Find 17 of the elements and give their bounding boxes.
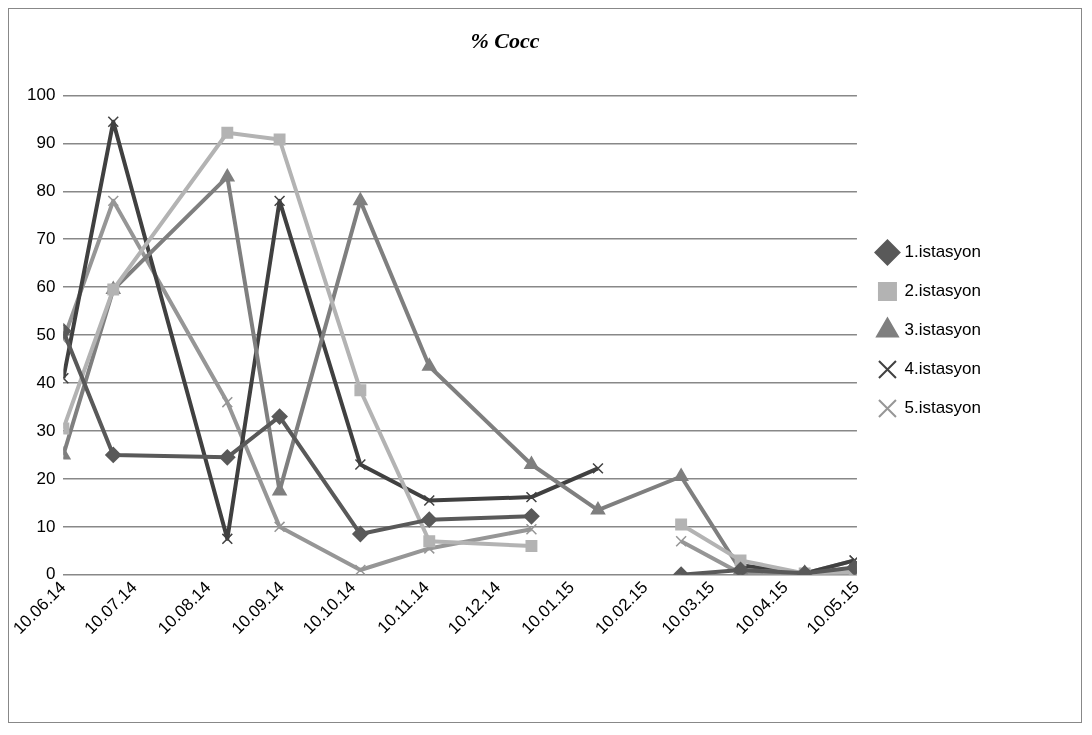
- legend-label: 5.istasyon: [904, 398, 982, 418]
- y-tick-label: 70: [36, 228, 56, 248]
- y-tick-label: 10: [36, 516, 56, 536]
- y-tick-label: 20: [36, 468, 56, 488]
- y-tick-label: 100: [26, 85, 56, 105]
- legend-label: 4.istasyon: [904, 359, 982, 379]
- legend-label: 1.istasyon: [904, 242, 982, 262]
- y-tick-label: 60: [36, 276, 56, 296]
- y-tick-label: 80: [36, 180, 56, 200]
- chart-title: % Cocc: [470, 27, 540, 53]
- y-tick-label: 30: [36, 420, 56, 440]
- legend-label: 2.istasyon: [904, 281, 982, 301]
- y-tick-label: 50: [36, 324, 56, 344]
- y-tick-label: 40: [36, 372, 56, 392]
- legend-label: 3.istasyon: [904, 320, 982, 340]
- y-tick-label: 0: [45, 564, 56, 584]
- y-tick-label: 90: [36, 133, 56, 153]
